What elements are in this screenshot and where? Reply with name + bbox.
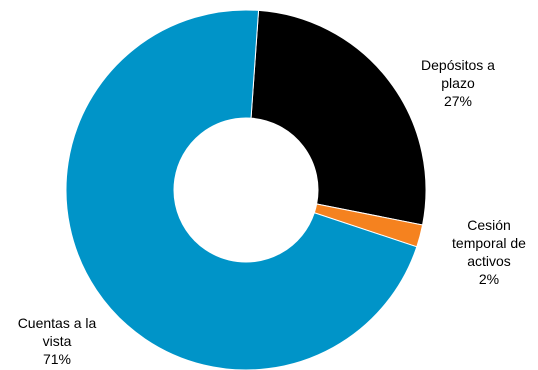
slice-label-line: temporal de: [452, 235, 526, 251]
slice-label-1: Cesión temporal de activos 2%: [452, 217, 526, 287]
slice-labels: Depósitos a plazo 27% Cesión temporal de acti…: [18, 57, 526, 367]
slice-label-line: Depósitos a: [421, 57, 495, 73]
slice-label-0: Depósitos a plazo 27%: [421, 57, 495, 109]
slice-label-line: plazo: [441, 75, 475, 91]
slice-label-line: 71%: [43, 351, 71, 367]
slice-label-line: 2%: [479, 271, 499, 287]
slice-label-2: Cuentas a la vista 71%: [18, 315, 97, 367]
slice-label-line: Cuentas a la: [18, 315, 97, 331]
slice-0: [250, 9, 427, 226]
slice-label-line: 27%: [444, 93, 472, 109]
slice-label-line: vista: [43, 333, 72, 349]
slice-label-line: activos: [467, 253, 511, 269]
donut-slices: [65, 9, 427, 370]
slice-label-line: Cesión: [467, 217, 511, 233]
